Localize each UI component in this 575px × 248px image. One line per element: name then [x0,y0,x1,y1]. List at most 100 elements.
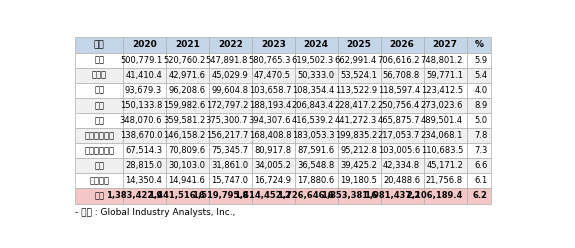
Text: 1,853,381.6: 1,853,381.6 [321,191,377,200]
Bar [209,53,252,68]
Bar [466,98,491,113]
Text: 30,103.0: 30,103.0 [168,161,205,170]
Bar [381,83,424,98]
Bar [381,128,424,143]
Bar [338,143,381,158]
Bar [466,53,491,68]
Bar [166,53,209,68]
Bar [123,128,166,143]
Text: 20,488.6: 20,488.6 [383,176,420,185]
Text: 1,383,422.9: 1,383,422.9 [106,191,162,200]
Bar [466,143,491,158]
Text: %: % [474,40,484,49]
Bar [75,188,123,204]
Bar [209,113,252,128]
Bar [381,53,424,68]
Text: 1,519,795.8: 1,519,795.8 [192,191,248,200]
Text: 47,470.5: 47,470.5 [254,71,291,80]
Bar [123,98,166,113]
Text: 36,548.8: 36,548.8 [297,161,334,170]
Text: 아프리카: 아프리카 [89,176,109,185]
Text: 199,835.2: 199,835.2 [335,131,377,140]
Text: 16,724.9: 16,724.9 [254,176,291,185]
Bar [381,37,424,53]
Text: 아시아태평양: 아시아태평양 [84,131,114,140]
Bar [381,173,424,188]
Text: 59,771.1: 59,771.1 [426,71,463,80]
Text: 87,591.6: 87,591.6 [297,146,334,155]
Bar [381,158,424,173]
Bar [338,83,381,98]
Text: 41,410.4: 41,410.4 [125,71,162,80]
Bar [75,37,123,53]
Text: 7.8: 7.8 [474,131,488,140]
Text: 라틴아메리카: 라틴아메리카 [84,146,114,155]
Text: 172,797.2: 172,797.2 [206,101,248,110]
Bar [166,188,209,204]
Bar [166,173,209,188]
Text: 748,801.2: 748,801.2 [421,56,463,64]
Bar [424,98,466,113]
Text: 217,053.7: 217,053.7 [378,131,420,140]
Text: 유럽: 유럽 [94,116,104,125]
Bar [75,98,123,113]
Bar [424,173,466,188]
Bar [166,158,209,173]
Text: 99,604.8: 99,604.8 [211,86,248,95]
Bar [424,53,466,68]
Text: 2020: 2020 [132,40,156,49]
Text: 15,747.0: 15,747.0 [211,176,248,185]
Text: 21,756.8: 21,756.8 [426,176,463,185]
Bar [252,188,295,204]
Bar [466,83,491,98]
Bar [123,143,166,158]
Bar [209,68,252,83]
Text: - 출처 : Global Industry Analysts, Inc.,: - 출처 : Global Industry Analysts, Inc., [75,208,236,217]
Text: 28,815.0: 28,815.0 [125,161,162,170]
Bar [252,113,295,128]
Bar [123,83,166,98]
Text: 34,005.2: 34,005.2 [254,161,291,170]
Bar [424,83,466,98]
Text: 31,861.0: 31,861.0 [211,161,248,170]
Bar [209,98,252,113]
Text: 6.1: 6.1 [474,176,488,185]
Text: 미국: 미국 [94,56,104,64]
Bar [75,83,123,98]
Bar [381,143,424,158]
Text: 2022: 2022 [218,40,243,49]
Bar [123,158,166,173]
Bar [295,83,338,98]
Bar [75,143,123,158]
Text: 93,679.3: 93,679.3 [125,86,162,95]
Text: 1,981,437.2: 1,981,437.2 [364,191,420,200]
Text: 359,581.2: 359,581.2 [163,116,205,125]
Text: 7.3: 7.3 [474,146,488,155]
Text: 103,658.7: 103,658.7 [248,86,291,95]
Text: 138,670.0: 138,670.0 [120,131,162,140]
Bar [295,53,338,68]
Text: 1,441,516.6: 1,441,516.6 [148,191,205,200]
Bar [466,113,491,128]
Bar [295,173,338,188]
Bar [338,128,381,143]
Text: 465,875.7: 465,875.7 [378,116,420,125]
Bar [466,188,491,204]
Text: 188,193.4: 188,193.4 [249,101,291,110]
Bar [166,98,209,113]
Text: 580,765.3: 580,765.3 [248,56,291,64]
Bar [466,37,491,53]
Text: 250,756.4: 250,756.4 [378,101,420,110]
Text: 706,616.2: 706,616.2 [378,56,420,64]
Text: 캐나다: 캐나다 [91,71,106,80]
Text: 150,133.8: 150,133.8 [120,101,162,110]
Bar [295,143,338,158]
Text: 416,539.2: 416,539.2 [292,116,334,125]
Bar [166,128,209,143]
Bar [252,68,295,83]
Text: 159,982.6: 159,982.6 [163,101,205,110]
Bar [166,113,209,128]
Bar [252,158,295,173]
Text: 17,880.6: 17,880.6 [297,176,334,185]
Text: 56,708.8: 56,708.8 [383,71,420,80]
